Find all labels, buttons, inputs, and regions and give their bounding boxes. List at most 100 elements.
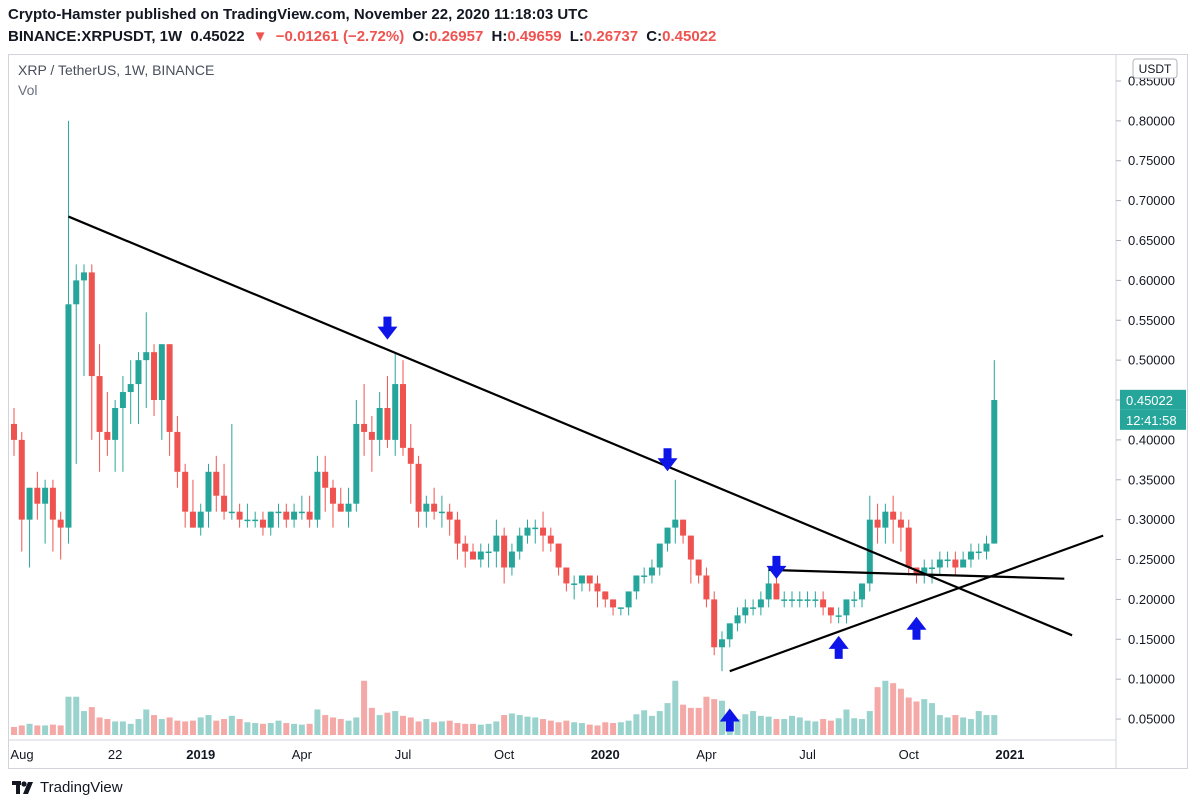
candle-body [236, 511, 243, 520]
volume-bar [65, 696, 72, 735]
volume-bar [415, 721, 422, 735]
currency-badge[interactable]: USDT [1132, 58, 1178, 79]
candle-body [283, 511, 290, 520]
up-arrow-icon [906, 616, 927, 640]
y-tick-label: 0.55000 [1128, 313, 1175, 328]
candle-body [477, 551, 484, 560]
candle-body [586, 575, 593, 584]
candle-body [112, 407, 119, 440]
footer: TradingView [12, 778, 123, 796]
open-value: 0.26957 [429, 28, 484, 45]
x-tick-label: 2020 [591, 747, 620, 762]
candle-body [773, 583, 780, 600]
candle-body [843, 599, 850, 616]
candle-body [151, 352, 158, 401]
volume-bar [851, 718, 858, 735]
candle-body [594, 583, 601, 592]
volume-bar [602, 722, 609, 735]
candle-body [897, 519, 904, 528]
volume-bar [454, 723, 461, 735]
candle-body [197, 511, 204, 528]
candle-body [96, 376, 103, 432]
volume-bar [578, 723, 585, 735]
ohlc-line: BINANCE:XRPUSDT, 1W 0.45022 ▼ −0.01261 (… [8, 26, 1188, 48]
candle-body [205, 471, 212, 512]
volume-bar [975, 711, 982, 735]
candle-body [664, 527, 671, 544]
volume-bar [18, 725, 25, 735]
candle-body [680, 519, 687, 536]
volume-bar [259, 723, 266, 735]
candle-body [695, 559, 702, 576]
trendlines[interactable] [68, 215, 1104, 673]
candle-body [446, 511, 453, 520]
volume-bar [314, 709, 321, 735]
y-tick-label: 0.20000 [1128, 592, 1175, 607]
chart-header: Crypto-Hamster published on TradingView.… [8, 4, 1188, 48]
volume-bar [96, 717, 103, 735]
open-label: O: [412, 28, 430, 45]
volume-bar [182, 721, 189, 735]
candle-body [306, 511, 313, 520]
volume-bar [765, 716, 772, 735]
volume-bar [291, 723, 298, 735]
candle-body [890, 511, 897, 520]
volume-bar [742, 714, 749, 735]
currency-badge-text: USDT [1139, 62, 1172, 76]
volume-bar [361, 680, 368, 735]
volume-bar [174, 720, 181, 735]
volume-bar [555, 722, 562, 735]
candle-body [119, 392, 126, 408]
candle-body [859, 583, 866, 600]
x-tick-label: 2021 [995, 747, 1024, 762]
candle-body [547, 535, 554, 544]
volume-bar [493, 721, 500, 735]
x-tick-label: Oct [494, 747, 515, 762]
volume-bar [26, 723, 33, 735]
y-tick-label: 0.25000 [1128, 552, 1175, 567]
volume-bar [88, 707, 95, 735]
volume-bar [859, 719, 866, 735]
tradingview-logo-icon [12, 781, 33, 794]
candle-body [851, 599, 858, 601]
candle-body [213, 471, 220, 496]
candle-body [656, 543, 663, 568]
volume-bar [244, 722, 251, 735]
volume-bar [236, 719, 243, 735]
candle-body [438, 511, 445, 514]
volume-bar [866, 711, 873, 735]
volume-bar [166, 717, 173, 735]
candle-body [493, 535, 500, 552]
candle-body [991, 400, 998, 544]
candle-body [882, 511, 889, 528]
x-tick-label: Jul [395, 747, 412, 762]
candle-body [18, 439, 25, 520]
candle-body [368, 431, 375, 440]
candle-body [81, 272, 88, 281]
volume-bar [680, 704, 687, 735]
volume-bar [874, 687, 881, 735]
volume-bar [944, 717, 951, 735]
volume-bar [594, 725, 601, 735]
volume-bar [508, 713, 515, 735]
down-arrow-icon [766, 555, 787, 579]
chart-frame[interactable] [8, 54, 1188, 769]
candle-body [602, 591, 609, 600]
candle-body [252, 519, 259, 522]
volume-bar [641, 710, 648, 735]
y-tick-label: 0.65000 [1128, 233, 1175, 248]
y-tick-label: 0.60000 [1128, 273, 1175, 288]
candle-body [718, 639, 725, 648]
volume-bar [540, 719, 547, 735]
volume-bar [711, 699, 718, 735]
candle-body [400, 384, 406, 448]
candle-body [501, 535, 508, 568]
candle-body [835, 615, 842, 617]
high-label: H: [491, 28, 508, 45]
volume-bar [501, 715, 508, 735]
time-scale[interactable]: Aug 22 2019 Apr Jul Oct 2020 Apr Jul Oct 2021 [10, 747, 1024, 762]
volume-bar [127, 723, 134, 735]
price-scale[interactable]: 0.05000 0.10000 0.15000 0.20000 0.25000 0.300… [1116, 73, 1175, 727]
volume-bar [960, 717, 967, 735]
